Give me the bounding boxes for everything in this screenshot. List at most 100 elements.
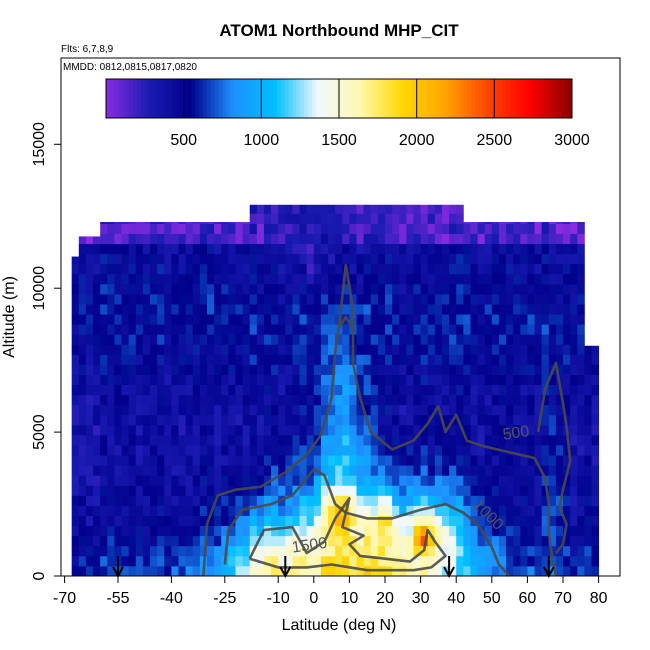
heatmap-cell [235, 424, 243, 436]
heatmap-cell [71, 404, 80, 416]
heatmap-cell [420, 223, 429, 234]
heatmap-cell [178, 324, 187, 335]
heatmap-cell [484, 565, 493, 577]
heatmap-cell [164, 354, 172, 365]
heatmap-cell [285, 314, 293, 325]
heatmap-cell [171, 304, 179, 315]
heatmap-cell [93, 465, 101, 476]
heatmap-cell [399, 384, 407, 396]
heatmap-cell [107, 475, 115, 486]
heatmap-cell [392, 374, 400, 386]
heatmap-cell [142, 334, 151, 345]
heatmap-cell [563, 222, 571, 224]
heatmap-cell [449, 404, 457, 416]
heatmap-cell [263, 324, 272, 335]
heatmap-cell [413, 283, 422, 295]
heatmap-cell [78, 455, 87, 466]
heatmap-cell [463, 354, 471, 365]
heatmap-cell [107, 374, 115, 386]
heatmap-cell [242, 222, 251, 224]
heatmap-cell [278, 475, 286, 486]
heatmap-cell [463, 223, 471, 234]
x-tick-label: -70 [53, 590, 76, 607]
heatmap-cell [413, 364, 422, 375]
heatmap-cell [121, 475, 130, 486]
heatmap-cell [449, 515, 457, 527]
heatmap-cell [356, 565, 365, 577]
heatmap-cell [449, 334, 457, 345]
heatmap-cell [342, 555, 350, 567]
heatmap-cell [292, 223, 300, 234]
heatmap-cell [278, 434, 286, 446]
heatmap-cell [78, 424, 87, 436]
heatmap-cell [570, 565, 578, 577]
heatmap-cell [498, 545, 507, 557]
heatmap-cell [292, 384, 300, 396]
heatmap-cell [434, 414, 443, 426]
colorbar-segment [187, 79, 192, 118]
heatmap-cell [299, 243, 308, 255]
heatmap-cell [491, 535, 500, 547]
x-axis-label: Latitude (deg N) [282, 617, 397, 634]
heatmap-cell [192, 404, 201, 416]
heatmap-cell [85, 565, 94, 577]
heatmap-cell [399, 223, 407, 234]
heatmap-cell [449, 475, 457, 486]
heatmap-cell [570, 495, 578, 506]
heatmap-cell [199, 525, 208, 537]
heatmap-cell [456, 515, 464, 527]
heatmap-cell [470, 394, 478, 406]
heatmap-cell [100, 515, 108, 527]
x-axis: -70 -55 -40 -25 -10 0 10 20 30 40 50 60 70 80 [53, 576, 608, 607]
heatmap-cell [591, 414, 600, 426]
colorbar-segment [137, 79, 142, 118]
heatmap-cell [477, 565, 486, 577]
heatmap-cell [242, 324, 251, 335]
heatmap-cell [463, 394, 471, 406]
heatmap-cell [406, 424, 414, 436]
heatmap-cell [263, 555, 272, 567]
heatmap-cell [128, 304, 137, 315]
heatmap-cell [78, 273, 87, 285]
heatmap-cell [463, 515, 471, 527]
heatmap-cell [214, 233, 222, 245]
heatmap-cell [335, 515, 343, 527]
heatmap-cell [477, 475, 486, 486]
colorbar-segment [323, 79, 328, 118]
heatmap-cell [285, 204, 293, 214]
heatmap-cell [313, 263, 322, 275]
heatmap-cell [441, 223, 450, 234]
colorbar-segment [230, 79, 235, 118]
heatmap-cell [93, 364, 101, 375]
heatmap-cell [385, 404, 393, 416]
heatmap-cell [100, 243, 108, 255]
heatmap-cell [221, 404, 229, 416]
heatmap-cell [85, 445, 94, 456]
heatmap-cell [164, 253, 172, 265]
heatmap-cell [157, 374, 165, 386]
heatmap-cell [370, 243, 379, 255]
heatmap-cell [406, 394, 414, 406]
heatmap-cell [577, 434, 585, 446]
heatmap-cell [214, 535, 222, 547]
heatmap-cell [420, 485, 429, 496]
heatmap-cell [178, 293, 187, 305]
heatmap-cell [306, 394, 315, 406]
heatmap-cell [235, 223, 243, 234]
heatmap-cell [249, 394, 258, 406]
heatmap-cell [441, 505, 450, 516]
heatmap-cell [93, 354, 101, 365]
heatmap-cell [470, 263, 478, 275]
heatmap-cell [71, 354, 80, 365]
heatmap-cell [570, 304, 578, 315]
heatmap-cell [513, 222, 521, 224]
heatmap-cell [363, 525, 372, 537]
heatmap-cell [385, 223, 393, 234]
heatmap-cell [171, 233, 179, 245]
heatmap-cell [235, 445, 243, 456]
heatmap-cell [199, 344, 208, 355]
heatmap-cell [249, 455, 258, 466]
heatmap-cell [441, 243, 450, 255]
heatmap-cell [249, 314, 258, 325]
heatmap-cell [114, 364, 122, 375]
